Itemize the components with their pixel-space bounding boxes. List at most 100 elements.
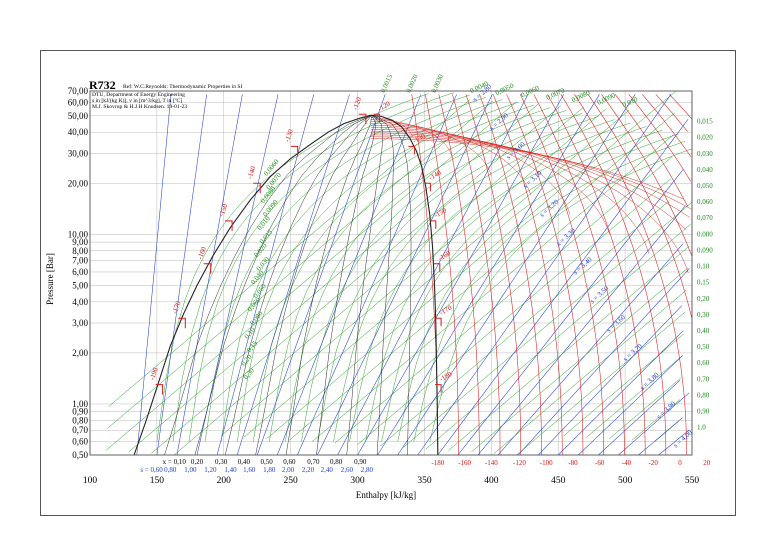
quality-line xyxy=(255,115,372,456)
isochore-line xyxy=(471,267,689,453)
isotherm-line xyxy=(641,94,692,157)
isotherm-arc xyxy=(370,125,571,215)
isotherm-marker xyxy=(429,220,437,229)
quality-label: 0,90 xyxy=(354,458,367,466)
isentrope-line xyxy=(578,355,683,456)
isotherm-marker xyxy=(253,182,261,194)
isochore-line xyxy=(334,156,673,444)
y-tick-label: 5,00 xyxy=(72,280,88,290)
isotherm-line xyxy=(614,94,688,207)
ph-diagram: -190-170-160-150-140-130-120 -120-130-140… xyxy=(45,73,713,500)
isotherm-line xyxy=(479,94,542,456)
entropy-label: s = 3,10 xyxy=(521,169,543,190)
isochore-line xyxy=(397,133,679,442)
isotherm-marker xyxy=(225,220,233,231)
isochore-label: 0,020 xyxy=(252,241,269,259)
isotherm-arc xyxy=(370,119,453,156)
isochore-label: 0,090 xyxy=(697,246,713,254)
x-tick-label: 450 xyxy=(551,476,566,486)
isotherm-arc xyxy=(370,130,689,274)
isochore-lines xyxy=(105,90,693,456)
y-tick-label: 3,00 xyxy=(72,318,88,328)
entropy-label: 1,00 xyxy=(184,466,197,474)
isotherm-label: -130 xyxy=(283,128,295,143)
isotherm-label: -150 xyxy=(217,202,229,217)
quality-line xyxy=(372,115,412,456)
isotherm-label: -150 xyxy=(433,206,449,220)
y-tick-label: 30,00 xyxy=(68,148,89,158)
entropy-label: s = 3,60 xyxy=(605,313,627,334)
chart-title: R732 xyxy=(89,78,116,92)
isotherm-marker xyxy=(203,263,212,274)
x-tick-label: 400 xyxy=(484,476,499,486)
quality-label: 0,60 xyxy=(283,458,296,466)
isochore-line xyxy=(128,104,539,452)
isochore-line xyxy=(365,126,647,442)
isentrope-line xyxy=(477,206,686,456)
quality-label: 0,70 xyxy=(307,458,320,466)
isochore-line xyxy=(317,116,599,442)
isentrope-line xyxy=(277,94,422,456)
x-tick-label: 200 xyxy=(217,476,232,486)
y-tick-label: 8,00 xyxy=(72,246,88,256)
isochore-line xyxy=(289,112,675,441)
isotherm-marker xyxy=(178,317,186,329)
quality-label: 0,50 xyxy=(260,458,273,466)
x-tick-label: 350 xyxy=(417,476,432,486)
saturated-liquid-line xyxy=(133,114,372,456)
isochore-line xyxy=(631,399,681,441)
isotherm-line xyxy=(547,94,646,456)
y-tick-label: 0,50 xyxy=(72,450,88,460)
isochore-label: 0,060 xyxy=(697,198,713,206)
isochore-label: 0,040 xyxy=(697,166,713,174)
isochore-label: 0,020 xyxy=(697,134,713,142)
isentrope-line xyxy=(457,168,684,456)
entropy-label: 2,60 xyxy=(341,466,354,474)
x-tick-label: 100 xyxy=(83,476,98,486)
entropy-label: 1,40 xyxy=(224,466,237,474)
quality-line xyxy=(194,115,371,456)
isochore-label: 0,010 xyxy=(621,95,639,109)
y-tick-label: 70,00 xyxy=(68,86,89,96)
plot-border xyxy=(89,90,693,456)
isotherm-line xyxy=(438,94,480,455)
quality-line xyxy=(224,115,372,456)
isochore-label: 0,015 xyxy=(697,118,713,126)
isentrope-line xyxy=(156,94,207,456)
isochore-label: 0,10 xyxy=(697,263,710,271)
isotherm-marker xyxy=(433,263,441,272)
entropy-label: s = 4,00 xyxy=(672,428,694,449)
isochore-line xyxy=(380,200,670,447)
isotherm-line xyxy=(506,94,584,456)
isochore-label: 0,20 xyxy=(240,353,254,368)
isentrope-line xyxy=(598,380,681,456)
isotherm-marker xyxy=(424,182,431,192)
isochore-label: 0,50 xyxy=(697,343,710,351)
isotherm-line xyxy=(492,94,563,455)
entropy-label: 2,00 xyxy=(282,466,295,474)
temperature-label: -100 xyxy=(540,459,553,467)
isotherm-line xyxy=(655,94,688,132)
x-tick-label: 300 xyxy=(350,476,365,486)
isotherm-arc xyxy=(370,136,692,210)
isochore-label: 0,30 xyxy=(242,366,256,381)
isotherm-label: -120 xyxy=(377,99,393,113)
quality-line xyxy=(372,115,394,456)
temperature-label: -120 xyxy=(513,459,526,467)
quality-line xyxy=(316,115,377,456)
isentrope-line xyxy=(236,94,350,456)
isochore-line xyxy=(285,110,567,442)
isentrope-line xyxy=(417,94,672,456)
quality-label: x = 0,10 xyxy=(163,458,187,466)
entropy-label: 1,20 xyxy=(204,466,217,474)
y-tick-label: 4,00 xyxy=(72,297,88,307)
x-tick-label: 250 xyxy=(284,476,299,486)
isotherm-line xyxy=(519,94,604,456)
temperature-label: -180 xyxy=(431,459,444,467)
isotherm-line xyxy=(669,94,693,120)
entropy-label: 0,80 xyxy=(164,466,177,474)
isochore-line xyxy=(311,134,674,442)
isochore-line xyxy=(105,102,516,451)
isochore-line xyxy=(586,355,683,438)
y-tick-label: 0,80 xyxy=(72,415,88,425)
